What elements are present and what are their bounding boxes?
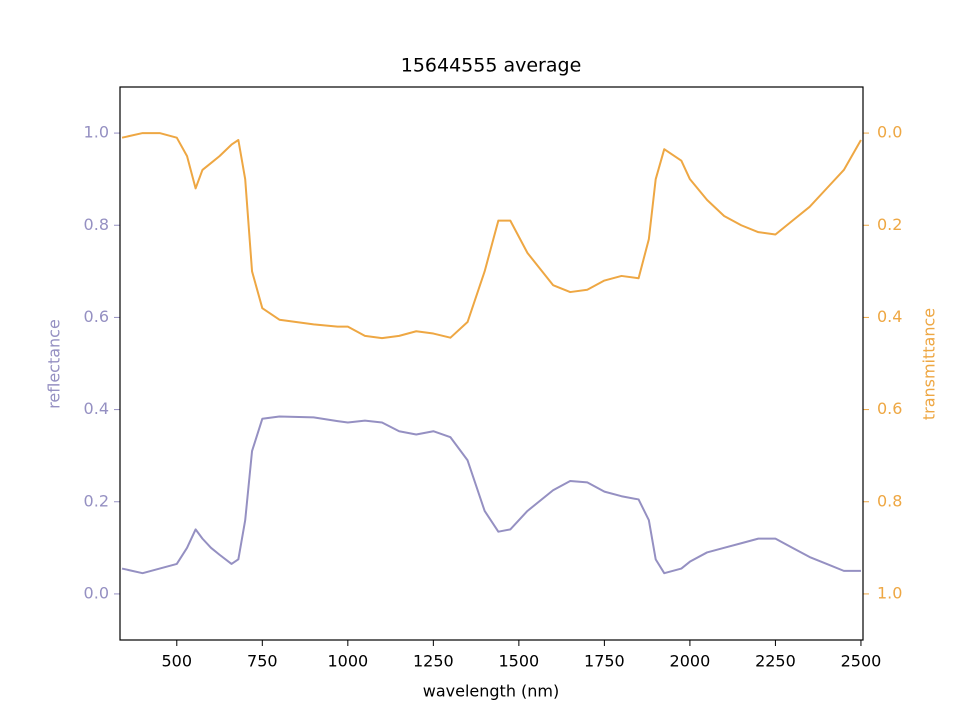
y-tick-label: 0.8	[84, 215, 109, 234]
chart-title: 15644555 average	[401, 55, 582, 77]
y-axis-label: reflectance	[45, 319, 64, 409]
y-tick-label: 0.2	[84, 491, 109, 510]
x-axis-label: wavelength (nm)	[423, 682, 560, 701]
y2-tick-label: 0.8	[877, 491, 902, 510]
y2-tick-label: 0.0	[877, 123, 902, 142]
data-line	[121, 132, 862, 340]
plot-frame	[119, 86, 864, 641]
y2-tick-label: 0.4	[877, 307, 902, 326]
y-tick-label: 0.0	[84, 583, 109, 602]
y2-axis-label: transmittance	[920, 308, 939, 420]
y-tick-label: 0.6	[84, 307, 109, 326]
x-tick-label: 1750	[584, 652, 625, 671]
x-tick-label: 750	[247, 652, 278, 671]
x-tick-label: 1500	[499, 652, 540, 671]
y-tick-label: 1.0	[84, 123, 109, 142]
x-tick-label: 2500	[841, 652, 882, 671]
x-tick-label: 2250	[755, 652, 796, 671]
y-tick-label: 0.4	[84, 399, 109, 418]
x-tick-label: 2000	[670, 652, 711, 671]
x-tick-label: 1000	[327, 652, 368, 671]
data-line	[121, 415, 861, 575]
y2-tick-label: 1.0	[877, 583, 902, 602]
y2-tick-label: 0.2	[877, 215, 902, 234]
x-tick-label: 500	[162, 652, 193, 671]
x-tick-label: 1250	[413, 652, 454, 671]
y2-tick-label: 0.6	[877, 399, 902, 418]
